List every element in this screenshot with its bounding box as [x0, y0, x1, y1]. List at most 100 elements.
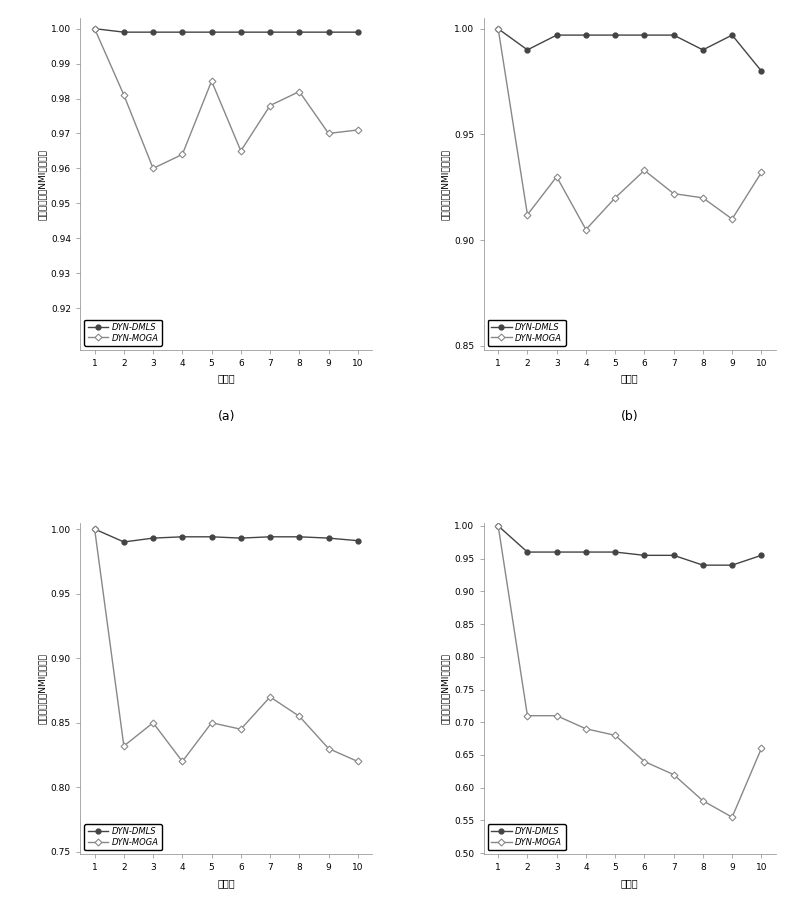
DYN-DMLS [698, 560, 708, 571]
DYN-MOGA [522, 710, 532, 721]
Y-axis label: 归一化信息（NMI）平均値: 归一化信息（NMI）平均値 [38, 149, 46, 220]
DYN-MOGA [640, 756, 650, 767]
DYN-MOGA [757, 743, 766, 754]
Legend: DYN-DMLS, DYN-MOGA: DYN-DMLS, DYN-MOGA [84, 320, 162, 345]
DYN-MOGA [294, 711, 304, 722]
DYN-MOGA [698, 193, 708, 204]
Line: DYN-MOGA: DYN-MOGA [496, 524, 764, 820]
DYN-MOGA [552, 171, 562, 182]
DYN-DMLS [148, 533, 158, 544]
DYN-MOGA [669, 188, 678, 199]
DYN-DMLS [266, 26, 275, 37]
X-axis label: 时间段: 时间段 [218, 374, 235, 384]
DYN-DMLS [266, 532, 275, 543]
DYN-DMLS [119, 536, 129, 547]
DYN-MOGA [119, 90, 129, 101]
DYN-MOGA [266, 100, 275, 111]
DYN-MOGA [581, 724, 590, 734]
Line: DYN-DMLS: DYN-DMLS [92, 526, 360, 544]
DYN-DMLS [206, 26, 216, 37]
DYN-MOGA [236, 724, 246, 734]
DYN-MOGA [178, 756, 187, 767]
DYN-DMLS [119, 26, 129, 37]
DYN-MOGA [669, 769, 678, 780]
DYN-DMLS [522, 546, 532, 557]
DYN-DMLS [294, 26, 304, 37]
DYN-MOGA [148, 717, 158, 728]
Legend: DYN-DMLS, DYN-MOGA: DYN-DMLS, DYN-MOGA [488, 320, 566, 345]
DYN-MOGA [640, 165, 650, 175]
DYN-MOGA [522, 209, 532, 220]
Text: (b): (b) [621, 410, 638, 423]
DYN-DMLS [178, 26, 187, 37]
DYN-MOGA [353, 125, 362, 135]
DYN-MOGA [494, 521, 503, 532]
Line: DYN-DMLS: DYN-DMLS [496, 26, 764, 74]
X-axis label: 时间段: 时间段 [218, 878, 235, 888]
DYN-DMLS [640, 550, 650, 561]
DYN-MOGA [353, 756, 362, 767]
DYN-DMLS [552, 30, 562, 41]
DYN-MOGA [119, 741, 129, 752]
DYN-MOGA [610, 730, 620, 741]
Line: DYN-MOGA: DYN-MOGA [496, 26, 764, 232]
DYN-MOGA [148, 163, 158, 174]
DYN-MOGA [206, 717, 216, 728]
DYN-DMLS [236, 533, 246, 544]
DYN-DMLS [727, 30, 737, 41]
DYN-MOGA [324, 128, 334, 139]
DYN-DMLS [610, 30, 620, 41]
DYN-DMLS [581, 30, 590, 41]
Line: DYN-DMLS: DYN-DMLS [496, 524, 764, 567]
DYN-DMLS [90, 24, 99, 35]
DYN-DMLS [552, 546, 562, 557]
DYN-MOGA [206, 75, 216, 86]
DYN-MOGA [266, 692, 275, 703]
DYN-DMLS [757, 550, 766, 561]
DYN-MOGA [727, 214, 737, 225]
DYN-DMLS [324, 26, 334, 37]
DYN-DMLS [757, 65, 766, 76]
DYN-MOGA [757, 167, 766, 178]
DYN-MOGA [494, 24, 503, 35]
DYN-MOGA [294, 86, 304, 97]
DYN-DMLS [90, 524, 99, 534]
Line: DYN-MOGA: DYN-MOGA [92, 526, 360, 764]
DYN-DMLS [178, 532, 187, 543]
DYN-DMLS [727, 560, 737, 571]
DYN-DMLS [148, 26, 158, 37]
DYN-MOGA [610, 193, 620, 204]
DYN-DMLS [494, 24, 503, 35]
DYN-MOGA [90, 524, 99, 534]
DYN-MOGA [324, 744, 334, 754]
DYN-DMLS [236, 26, 246, 37]
DYN-MOGA [581, 225, 590, 235]
Legend: DYN-DMLS, DYN-MOGA: DYN-DMLS, DYN-MOGA [488, 824, 566, 850]
DYN-DMLS [698, 45, 708, 55]
DYN-DMLS [640, 30, 650, 41]
DYN-DMLS [581, 546, 590, 557]
DYN-DMLS [353, 535, 362, 546]
DYN-MOGA [698, 795, 708, 806]
DYN-DMLS [522, 45, 532, 55]
Legend: DYN-DMLS, DYN-MOGA: DYN-DMLS, DYN-MOGA [84, 824, 162, 850]
Text: (a): (a) [218, 410, 235, 423]
DYN-MOGA [552, 710, 562, 721]
DYN-DMLS [669, 30, 678, 41]
DYN-DMLS [294, 532, 304, 543]
Line: DYN-MOGA: DYN-MOGA [92, 26, 360, 171]
DYN-DMLS [324, 533, 334, 544]
DYN-MOGA [178, 149, 187, 160]
X-axis label: 时间段: 时间段 [621, 374, 638, 384]
DYN-DMLS [206, 532, 216, 543]
DYN-DMLS [353, 26, 362, 37]
Y-axis label: 归一化信息（NMI）平均値: 归一化信息（NMI）平均値 [442, 653, 450, 724]
DYN-MOGA [90, 24, 99, 35]
X-axis label: 时间段: 时间段 [621, 878, 638, 888]
DYN-DMLS [610, 546, 620, 557]
Y-axis label: 归一化信息（NMI）平均値: 归一化信息（NMI）平均値 [442, 149, 450, 220]
Y-axis label: 归一化信息（NMI）平均値: 归一化信息（NMI）平均値 [38, 653, 46, 724]
DYN-DMLS [669, 550, 678, 561]
DYN-MOGA [236, 145, 246, 156]
Line: DYN-DMLS: DYN-DMLS [92, 26, 360, 35]
